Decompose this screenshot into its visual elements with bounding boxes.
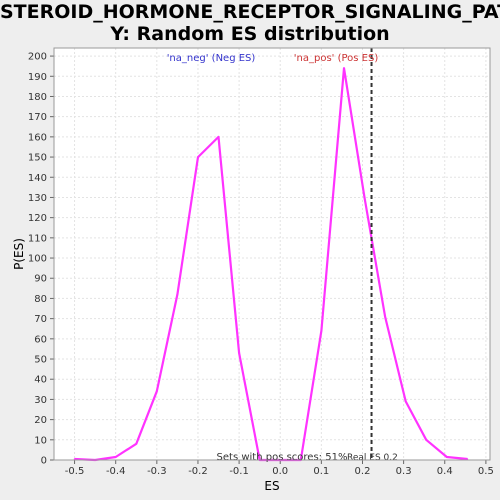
data-point xyxy=(73,458,76,460)
y-tick-label: 10 xyxy=(34,435,47,446)
neg-es-label: 'na_neg' (Neg ES) xyxy=(167,53,256,64)
plot-area xyxy=(54,48,490,460)
data-point xyxy=(343,67,345,69)
y-axis: 0 10 20 30 40 50 60 70 80 90 100 110 120 130 140 150 160… xyxy=(28,52,54,467)
data-point xyxy=(320,329,323,332)
x-tick-label: 0.2 xyxy=(355,466,371,477)
y-tick-label: 70 xyxy=(34,314,47,325)
y-tick-label: 40 xyxy=(34,375,47,386)
x-tick-label: 0.1 xyxy=(313,466,329,477)
y-tick-label: 50 xyxy=(34,355,47,366)
x-tick-label: 0.4 xyxy=(437,466,453,477)
data-point xyxy=(466,458,469,460)
y-tick-label: 200 xyxy=(28,52,47,63)
y-tick-label: 170 xyxy=(28,112,47,123)
data-point xyxy=(197,156,199,158)
data-point xyxy=(363,196,366,199)
y-axis-label: P(ES) xyxy=(12,238,26,270)
y-tick-label: 130 xyxy=(28,193,47,204)
data-point xyxy=(135,443,138,445)
data-point xyxy=(238,352,240,354)
y-tick-label: 20 xyxy=(34,415,47,426)
pos-scores-label: Sets with pos scores: 51% xyxy=(217,452,348,463)
x-axis: -0.5 -0.4 -0.3 -0.2 -0.1 0.0 0.1 0.2 0.3 0.4 0.5 xyxy=(65,460,494,477)
data-point xyxy=(446,456,448,458)
y-tick-label: 0 xyxy=(41,456,47,467)
y-tick-label: 80 xyxy=(34,294,47,305)
data-point xyxy=(176,293,179,296)
x-tick-label: -0.4 xyxy=(106,466,126,477)
y-tick-label: 140 xyxy=(28,173,47,184)
data-point xyxy=(384,315,386,318)
x-axis-label: ES xyxy=(264,479,279,493)
pos-es-label: 'na_pos' (Pos ES) xyxy=(294,53,379,64)
data-point xyxy=(404,400,407,403)
data-point xyxy=(425,439,428,441)
y-tick-label: 110 xyxy=(28,233,47,244)
data-point xyxy=(156,390,158,393)
y-tick-label: 120 xyxy=(28,213,47,224)
y-tick-label: 60 xyxy=(34,334,47,345)
x-tick-label: -0.3 xyxy=(147,466,167,477)
grid-lines xyxy=(54,48,490,460)
data-point xyxy=(114,456,117,458)
y-tick-label: 190 xyxy=(28,72,47,83)
x-tick-label: 0.3 xyxy=(396,466,412,477)
y-tick-label: 100 xyxy=(28,254,47,265)
x-tick-label: -0.1 xyxy=(229,466,249,477)
chart-title-line-2: Y: Random ES distribution xyxy=(110,23,390,45)
real-es-label: Real ES 0.2 xyxy=(347,453,398,463)
x-tick-label: 0.5 xyxy=(478,466,494,477)
y-tick-label: 30 xyxy=(34,395,47,406)
x-tick-label: 0.0 xyxy=(272,466,288,477)
plot-frame xyxy=(53,47,491,461)
chart-title-line-1: STEROID_HORMONE_RECEPTOR_SIGNALING_PATHW… xyxy=(0,1,500,23)
x-tick-label: -0.5 xyxy=(65,466,85,477)
y-tick-label: 90 xyxy=(34,274,47,285)
y-tick-label: 160 xyxy=(28,132,47,143)
x-tick-label: -0.2 xyxy=(188,466,208,477)
data-point xyxy=(217,136,220,138)
y-tick-label: 150 xyxy=(28,153,47,164)
y-tick-label: 180 xyxy=(28,92,47,103)
